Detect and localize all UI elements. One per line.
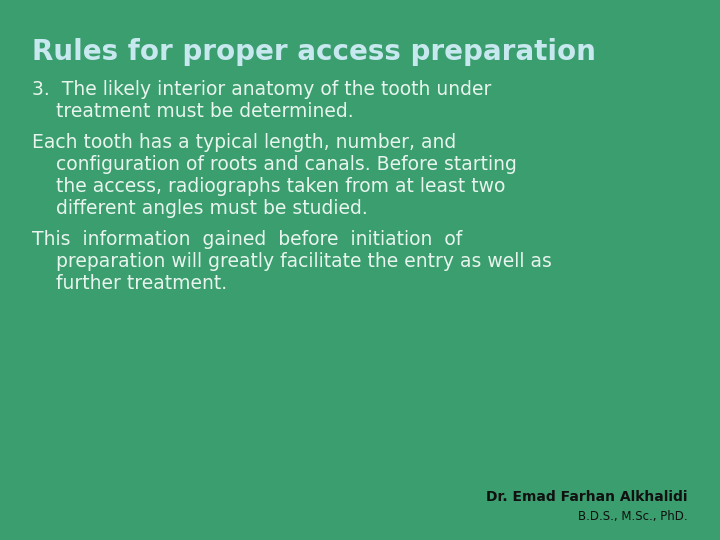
Text: further treatment.: further treatment.	[32, 274, 228, 293]
Text: Each tooth has a typical length, number, and: Each tooth has a typical length, number,…	[32, 133, 456, 152]
Text: 3.  The likely interior anatomy of the tooth under: 3. The likely interior anatomy of the to…	[32, 80, 492, 99]
Text: Rules for proper access preparation: Rules for proper access preparation	[32, 38, 596, 66]
Text: different angles must be studied.: different angles must be studied.	[32, 199, 368, 218]
Text: This  information  gained  before  initiation  of: This information gained before initiatio…	[32, 230, 463, 249]
Text: preparation will greatly facilitate the entry as well as: preparation will greatly facilitate the …	[32, 252, 552, 271]
Text: B.D.S., M.Sc., PhD.: B.D.S., M.Sc., PhD.	[578, 510, 688, 523]
Text: treatment must be determined.: treatment must be determined.	[32, 102, 354, 121]
Text: configuration of roots and canals. Before starting: configuration of roots and canals. Befor…	[32, 155, 517, 174]
Text: Dr. Emad Farhan Alkhalidi: Dr. Emad Farhan Alkhalidi	[486, 490, 688, 504]
Text: the access, radiographs taken from at least two: the access, radiographs taken from at le…	[32, 177, 505, 196]
